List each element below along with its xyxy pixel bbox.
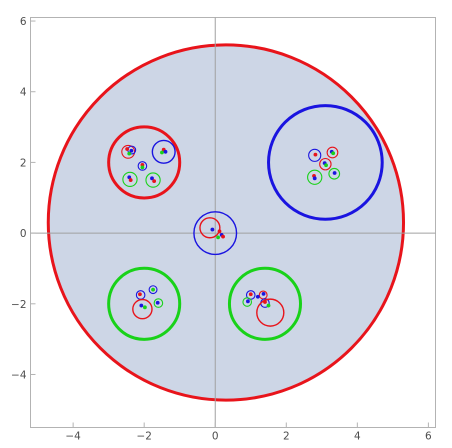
- x-tick-label-1: −2: [136, 431, 151, 443]
- point-25: [138, 292, 142, 297]
- point-5: [163, 149, 168, 154]
- point-32: [261, 291, 266, 296]
- point-27: [139, 303, 144, 308]
- point-2: [129, 148, 134, 153]
- y-tick-label-4: 4: [20, 87, 27, 99]
- circle-10: [145, 172, 161, 188]
- point-20: [210, 227, 215, 232]
- circle-25: [256, 298, 285, 327]
- circle-8: [137, 161, 148, 171]
- circle-15: [328, 167, 341, 180]
- plot-frame: [30, 17, 436, 428]
- circle-16: [199, 217, 221, 239]
- x-tick-label-3: 2: [283, 431, 290, 443]
- circle-7: [151, 139, 176, 164]
- x-tick-label-5: 6: [425, 431, 432, 443]
- point-19: [332, 171, 337, 175]
- point-16: [324, 163, 328, 168]
- circle-11: [308, 148, 322, 162]
- point-11: [152, 179, 157, 184]
- point-1: [127, 151, 132, 156]
- circle-24: [242, 297, 253, 307]
- point-24: [221, 234, 225, 239]
- point-0: [125, 147, 130, 151]
- x-tick-label-2: 0: [212, 431, 219, 443]
- point-12: [313, 152, 318, 157]
- x-tick-label-4: 4: [354, 431, 361, 443]
- circle-3: [107, 266, 182, 341]
- circle-0: [107, 125, 182, 200]
- circle-14: [307, 169, 323, 185]
- x-tick-label-0: −4: [65, 431, 81, 443]
- point-8: [127, 175, 132, 180]
- circle-18: [148, 285, 158, 295]
- y-tick-label-5: 6: [20, 16, 27, 28]
- point-35: [266, 303, 271, 308]
- point-18: [312, 176, 317, 181]
- point-14: [331, 151, 336, 156]
- y-tick-label-0: −4: [11, 369, 27, 381]
- point-26: [151, 287, 155, 292]
- circle-9: [122, 171, 138, 188]
- circle-19: [132, 298, 153, 320]
- circle-20: [153, 298, 164, 308]
- circle-13: [319, 157, 332, 171]
- point-7: [140, 165, 145, 170]
- point-29: [155, 300, 160, 305]
- point-34: [246, 299, 250, 304]
- circle-4: [227, 266, 303, 341]
- y-tick-label-3: 2: [20, 157, 27, 169]
- point-23: [216, 235, 220, 240]
- point-28: [142, 305, 147, 310]
- circle-1: [267, 104, 384, 221]
- y-tick-label-1: −2: [11, 299, 26, 311]
- point-9: [128, 178, 133, 182]
- y-tick-label-2: 0: [20, 228, 27, 240]
- point-10: [150, 176, 154, 181]
- point-30: [248, 292, 253, 297]
- circle-5: [121, 144, 136, 159]
- outer-disk: [46, 43, 406, 402]
- circle-12: [326, 146, 339, 159]
- point-4: [160, 150, 164, 155]
- point-33: [263, 300, 267, 304]
- point-21: [217, 229, 222, 234]
- point-31: [255, 294, 260, 299]
- circle-2: [193, 211, 238, 256]
